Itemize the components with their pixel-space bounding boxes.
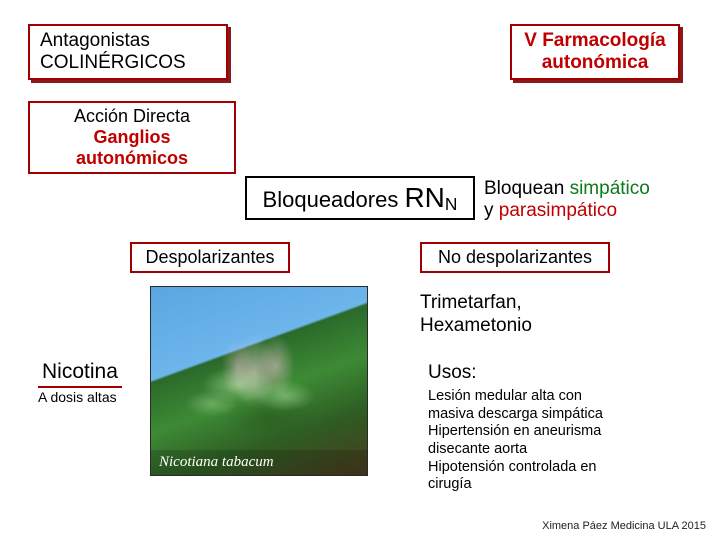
blockers-prefix: Bloqueadores xyxy=(263,187,405,212)
course-title-box: V Farmacología autonómica xyxy=(510,24,680,80)
desc1-green: simpático xyxy=(570,178,650,199)
uses-line: disecante aorta xyxy=(428,441,688,459)
drug-line1: Trimetarfan, xyxy=(420,292,532,315)
desc1-pre: Bloquean xyxy=(484,178,570,199)
desc2-red: parasimpático xyxy=(499,200,617,221)
uses-line: Hipertensión en aneurisma xyxy=(428,423,688,441)
action-type-box: Acción Directa Ganglios autonómicos xyxy=(28,101,236,174)
antagonists-line2: COLINÉRGICOS xyxy=(40,52,216,74)
action-line2: Ganglios autonómicos xyxy=(36,127,228,169)
uses-line: Lesión medular alta con xyxy=(428,388,688,406)
nondepolarizing-box: No despolarizantes xyxy=(420,242,610,273)
uses-body: Lesión medular alta con masiva descarga … xyxy=(428,388,688,494)
drug-line2: Hexametonio xyxy=(420,315,532,338)
course-line1: V Farmacología xyxy=(522,30,668,52)
desc2-pre: y xyxy=(484,200,499,221)
blockers-rn: RN xyxy=(404,182,444,213)
antagonists-title-box: Antagonistas COLINÉRGICOS xyxy=(28,24,228,80)
blockers-description: Bloquean simpático y parasimpático xyxy=(484,178,650,222)
nondepolarizing-label: No despolarizantes xyxy=(438,247,592,267)
uses-line: masiva descarga simpática xyxy=(428,406,688,424)
uses-line: cirugía xyxy=(428,476,688,494)
blockers-box: Bloqueadores RNN xyxy=(245,176,475,220)
uses-heading: Usos: xyxy=(428,362,477,384)
depolarizing-box: Despolarizantes xyxy=(130,242,290,273)
depolarizing-label: Despolarizantes xyxy=(145,247,274,267)
antagonists-line1: Antagonistas xyxy=(40,30,216,52)
blockers-sub: N xyxy=(445,194,458,214)
course-line2: autonómica xyxy=(522,52,668,74)
credit-line: Ximena Páez Medicina ULA 2015 xyxy=(542,520,706,532)
uses-line: Hipotensión controlada en xyxy=(428,459,688,477)
action-line1: Acción Directa xyxy=(36,106,228,127)
plant-photo: Nicotiana tabacum xyxy=(150,286,368,476)
drug-names: Trimetarfan, Hexametonio xyxy=(420,292,532,338)
nicotine-subtitle: A dosis altas xyxy=(38,389,117,405)
nicotine-title: Nicotina xyxy=(38,360,122,388)
photo-caption: Nicotiana tabacum xyxy=(151,450,367,475)
